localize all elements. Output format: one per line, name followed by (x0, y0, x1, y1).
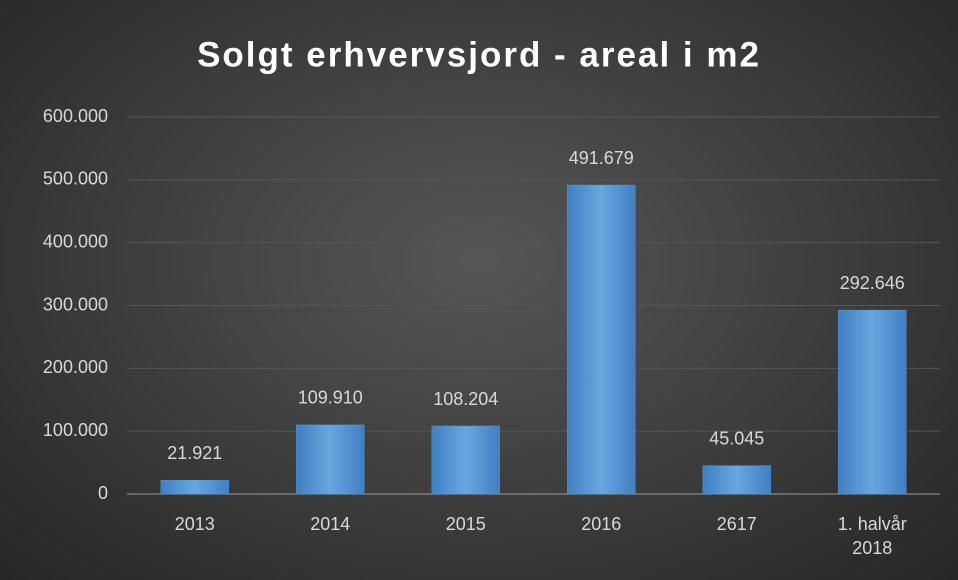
bar (160, 479, 229, 495)
data-label: 292.646 (840, 273, 905, 293)
y-tick-label: 200.000 (43, 357, 108, 377)
data-label: 109.910 (298, 388, 363, 408)
data-label: 21.921 (167, 443, 222, 463)
x-tick-label: 2015 (445, 514, 486, 534)
x-tick-label: 2014 (310, 514, 351, 534)
bar (431, 425, 500, 495)
x-tick-label: 2617 (716, 514, 757, 534)
data-label: 108.204 (433, 389, 498, 409)
x-tick-label: 1. halvår 2018 (837, 514, 907, 558)
bar (567, 184, 636, 495)
bar (296, 424, 365, 495)
y-tick-label: 300.000 (43, 294, 108, 314)
y-tick-label: 500.000 (43, 169, 108, 189)
y-tick-label: 600.000 (43, 106, 108, 126)
data-label: 45.045 (709, 428, 764, 448)
data-label: 491.679 (569, 148, 634, 168)
x-tick-label: 2016 (581, 514, 622, 534)
y-tick-label: 0 (98, 483, 108, 503)
x-tick-label: 2013 (174, 514, 215, 534)
chart-title: Solgt erhvervsjord - areal i m2 (197, 35, 761, 74)
y-tick-label: 400.000 (43, 231, 108, 251)
y-tick-label: 100.000 (43, 420, 108, 440)
bar (838, 309, 907, 495)
bar (702, 465, 771, 495)
